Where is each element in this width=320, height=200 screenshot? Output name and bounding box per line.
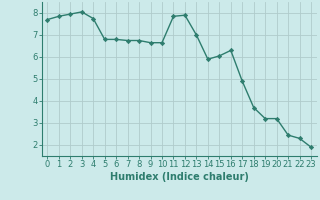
X-axis label: Humidex (Indice chaleur): Humidex (Indice chaleur) <box>110 172 249 182</box>
